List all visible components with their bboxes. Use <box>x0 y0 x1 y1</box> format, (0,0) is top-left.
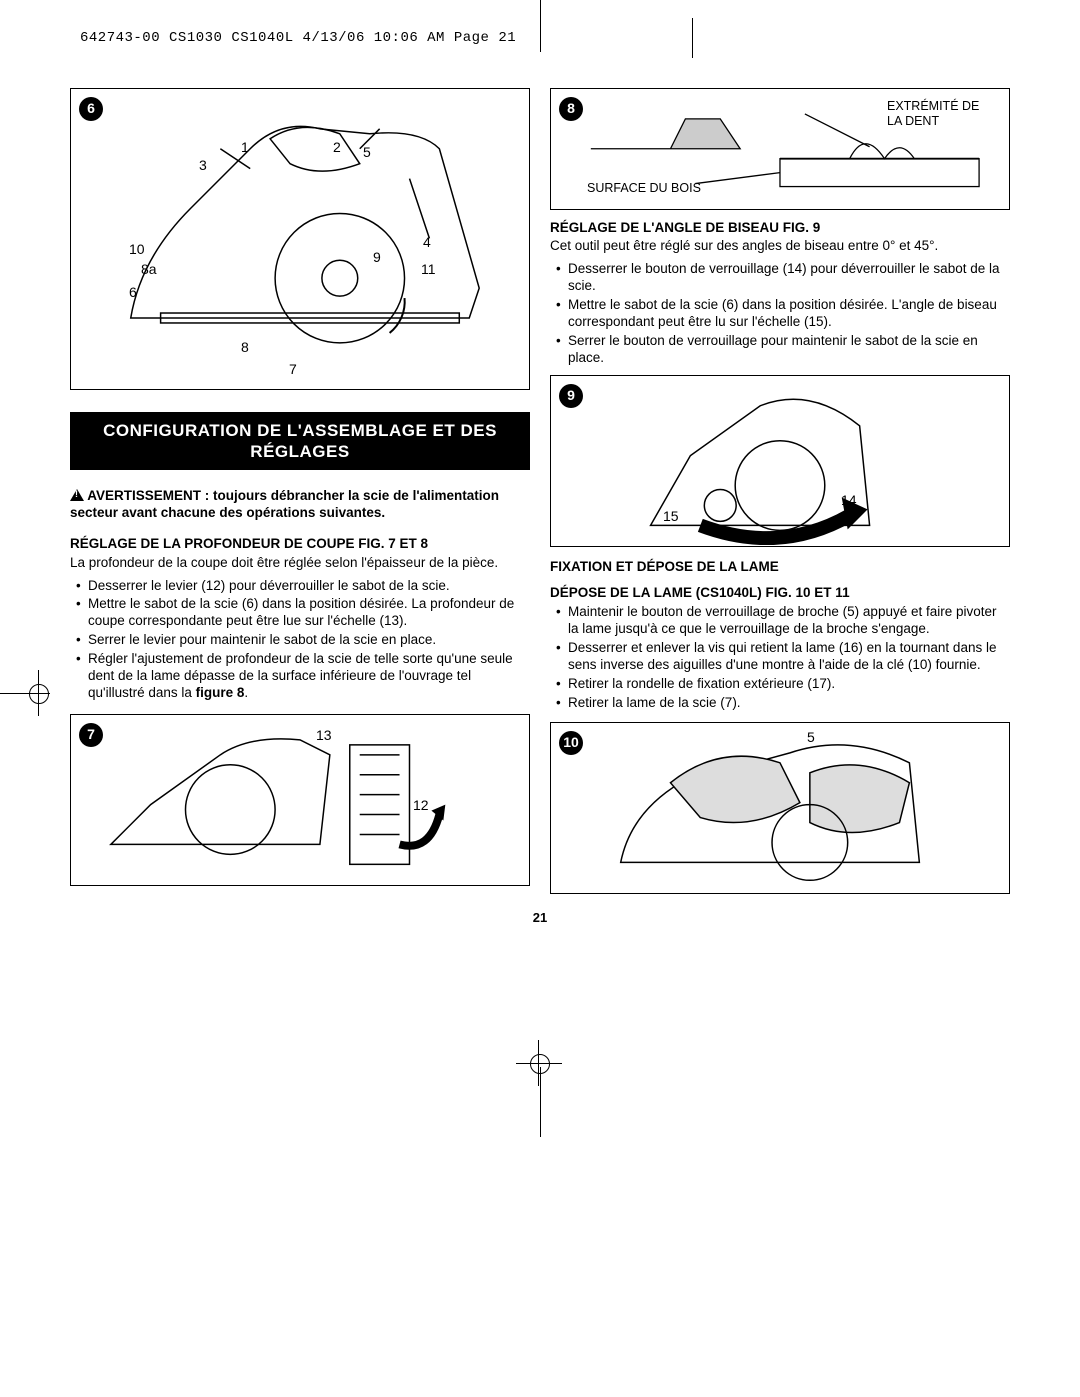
callout-4: 4 <box>423 234 431 252</box>
list-item: Maintenir le bouton de verrouillage de b… <box>568 604 1010 638</box>
callout-9: 9 <box>373 249 381 267</box>
callout-6: 6 <box>129 284 137 302</box>
callout-14: 14 <box>841 492 857 510</box>
callout-3: 3 <box>199 157 207 175</box>
figure-10: 10 5 <box>550 722 1010 894</box>
list-item: Serrer le levier pour maintenir le sabot… <box>88 632 530 649</box>
figure-7: 7 13 12 <box>70 714 530 886</box>
saw-depth-illustration <box>71 715 529 884</box>
callout-2: 2 <box>333 139 341 157</box>
right-column: 8 EXTRÉMITÉ DE LA DENT SURFACE DU BOIS R… <box>550 88 1010 894</box>
list-item: Régler l'ajustement de profondeur de la … <box>88 651 530 702</box>
crop-mark <box>692 18 693 58</box>
callout-13: 13 <box>316 727 332 745</box>
list-item: Mettre le sabot de la scie (6) dans la p… <box>568 297 1010 331</box>
callout-10: 10 <box>129 241 145 259</box>
crop-mark <box>540 1067 541 1137</box>
columns: 6 1 2 3 4 5 6 <box>70 88 1010 894</box>
depth-intro: La profondeur de la coupe doit être régl… <box>70 555 530 572</box>
registration-mark <box>29 684 49 704</box>
bevel-intro: Cet outil peut être réglé sur des angles… <box>550 238 1010 255</box>
remove-list: Maintenir le bouton de verrouillage de b… <box>550 604 1010 713</box>
callout-12: 12 <box>413 797 429 815</box>
list-item: Retirer la lame de la scie (7). <box>568 695 1010 712</box>
registration-mark <box>530 1054 550 1074</box>
figure-ref: figure 8 <box>196 685 245 700</box>
figure-6: 6 1 2 3 4 5 6 <box>70 88 530 390</box>
warning-icon <box>70 487 84 501</box>
figure-8: 8 EXTRÉMITÉ DE LA DENT SURFACE DU BOIS <box>550 88 1010 210</box>
callout-5: 5 <box>363 144 371 162</box>
page-number: 21 <box>70 910 1010 926</box>
fixation-heading: FIXATION ET DÉPOSE DE LA LAME <box>550 559 1010 576</box>
figure-badge: 9 <box>559 384 583 408</box>
figure-9: 9 14 15 <box>550 375 1010 547</box>
list-item: Retirer la rondelle de fixation extérieu… <box>568 676 1010 693</box>
depth-list: Desserrer le levier (12) pour déverrouil… <box>70 578 530 704</box>
callout-8a: 8a <box>141 261 157 279</box>
left-column: 6 1 2 3 4 5 6 <box>70 88 530 894</box>
remove-heading: DÉPOSE DE LA LAME (CS1040L) FIG. 10 ET 1… <box>550 585 1010 602</box>
crop-mark <box>540 0 541 52</box>
depth-heading: RÉGLAGE DE LA PROFONDEUR DE COUPE FIG. 7… <box>70 536 530 553</box>
saw-illustration <box>71 89 529 388</box>
label-tooth-tip: EXTRÉMITÉ DE LA DENT <box>887 99 997 130</box>
list-item: Serrer le bouton de verrouillage pour ma… <box>568 333 1010 367</box>
spindle-lock-illustration <box>551 723 1009 892</box>
callout-15: 15 <box>663 508 679 526</box>
callout-11: 11 <box>421 261 436 279</box>
callout-5: 5 <box>807 729 815 747</box>
bevel-list: Desserrer le bouton de verrouillage (14)… <box>550 261 1010 368</box>
callout-8: 8 <box>241 339 249 357</box>
section-title: CONFIGURATION DE L'ASSEMBLAGE ET DES RÉG… <box>70 412 530 471</box>
page: 642743-00 CS1030 CS1040L 4/13/06 10:06 A… <box>0 0 1080 1397</box>
figure-badge: 10 <box>559 731 583 755</box>
list-item: Desserrer et enlever la vis qui retient … <box>568 640 1010 674</box>
list-item-text: Régler l'ajustement de profondeur de la … <box>88 651 513 700</box>
callout-1: 1 <box>241 139 249 157</box>
bevel-heading: RÉGLAGE DE L'ANGLE DE BISEAU FIG. 9 <box>550 220 1010 237</box>
callout-7: 7 <box>289 361 297 379</box>
figure-badge: 7 <box>79 723 103 747</box>
header-line: 642743-00 CS1030 CS1040L 4/13/06 10:06 A… <box>80 30 1010 48</box>
bevel-illustration <box>551 376 1009 545</box>
warning-label: AVERTISSEMENT : toujours débrancher la s… <box>70 488 499 520</box>
list-item: Mettre le sabot de la scie (6) dans la p… <box>88 596 530 630</box>
figure-badge: 8 <box>559 97 583 121</box>
list-item: Desserrer le levier (12) pour déverrouil… <box>88 578 530 595</box>
warning-text: AVERTISSEMENT : toujours débrancher la s… <box>70 486 530 522</box>
figure-badge: 6 <box>79 97 103 121</box>
label-wood-surface: SURFACE DU BOIS <box>587 181 701 197</box>
list-item: Desserrer le bouton de verrouillage (14)… <box>568 261 1010 295</box>
